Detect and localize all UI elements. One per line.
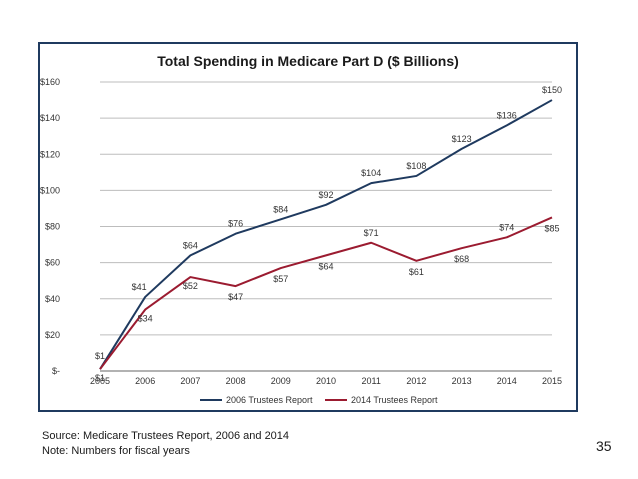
chart-title: Total Spending in Medicare Part D ($ Bil…: [157, 53, 459, 69]
legend-entry: 2014 Trustees Report: [351, 395, 438, 405]
y-tick-label: $-: [52, 366, 60, 376]
data-label: $108: [406, 161, 426, 171]
data-label: $92: [318, 190, 333, 200]
data-label: $52: [183, 281, 198, 291]
slide-number: 35: [596, 438, 612, 454]
data-label: $57: [273, 274, 288, 284]
data-label: $123: [452, 134, 472, 144]
data-label: $74: [499, 222, 514, 232]
x-tick-label: 2014: [497, 376, 517, 386]
x-tick-label: 2009: [271, 376, 291, 386]
data-label: $64: [183, 240, 198, 250]
data-label: $47: [228, 292, 243, 302]
series-line-1: [99, 99, 553, 370]
chart: Total Spending in Medicare Part D ($ Bil…: [40, 53, 562, 405]
data-label: $136: [497, 110, 517, 120]
source-note: Source: Medicare Trustees Report, 2006 a…: [42, 430, 290, 442]
data-label: $64: [318, 261, 333, 271]
data-label: $104: [361, 168, 381, 178]
data-label: $34: [138, 314, 153, 324]
data-label: $1: [95, 351, 105, 361]
x-tick-label: 2005: [90, 376, 110, 386]
x-tick-label: 2010: [316, 376, 336, 386]
x-tick-label: 2015: [542, 376, 562, 386]
data-label: $68: [454, 254, 469, 264]
x-tick-label: 2011: [362, 376, 381, 386]
y-tick-label: $20: [45, 330, 60, 340]
data-label: $84: [273, 204, 288, 214]
x-tick-label: 2012: [406, 376, 426, 386]
fiscal-year-note: Note: Numbers for fiscal years: [42, 445, 190, 457]
data-label: $1: [95, 373, 105, 383]
y-tick-label: $60: [45, 258, 60, 268]
legend-entry: 2006 Trustees Report: [226, 395, 313, 405]
data-label: $76: [228, 219, 243, 229]
x-tick-label: 2008: [226, 376, 246, 386]
x-tick-label: 2007: [180, 376, 200, 386]
y-tick-label: $80: [45, 222, 60, 232]
y-tick-label: $120: [40, 149, 60, 159]
data-label: $61: [409, 267, 424, 277]
y-tick-label: $40: [45, 294, 60, 304]
data-label: $41: [132, 282, 147, 292]
y-tick-label: $160: [40, 77, 60, 87]
x-tick-label: 2006: [135, 376, 155, 386]
data-label: $71: [364, 228, 379, 238]
series-line-2: [99, 216, 553, 370]
data-label: $150: [542, 85, 562, 95]
x-tick-label: 2013: [452, 376, 472, 386]
y-tick-label: $140: [40, 113, 60, 123]
chart-frame: Total Spending in Medicare Part D ($ Bil…: [38, 42, 578, 412]
y-tick-label: $100: [40, 185, 60, 195]
data-label: $85: [544, 223, 559, 233]
